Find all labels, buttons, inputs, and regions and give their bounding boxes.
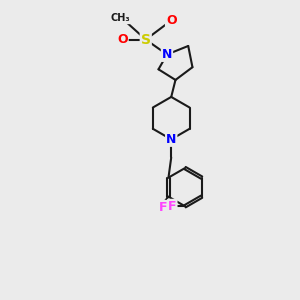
Text: O: O — [117, 33, 128, 46]
Text: F: F — [168, 200, 176, 213]
Text: S: S — [141, 33, 151, 46]
Text: CH₃: CH₃ — [110, 14, 130, 23]
Text: N: N — [166, 133, 176, 146]
Text: F: F — [159, 201, 167, 214]
Text: O: O — [166, 14, 176, 27]
Text: N: N — [162, 48, 172, 61]
